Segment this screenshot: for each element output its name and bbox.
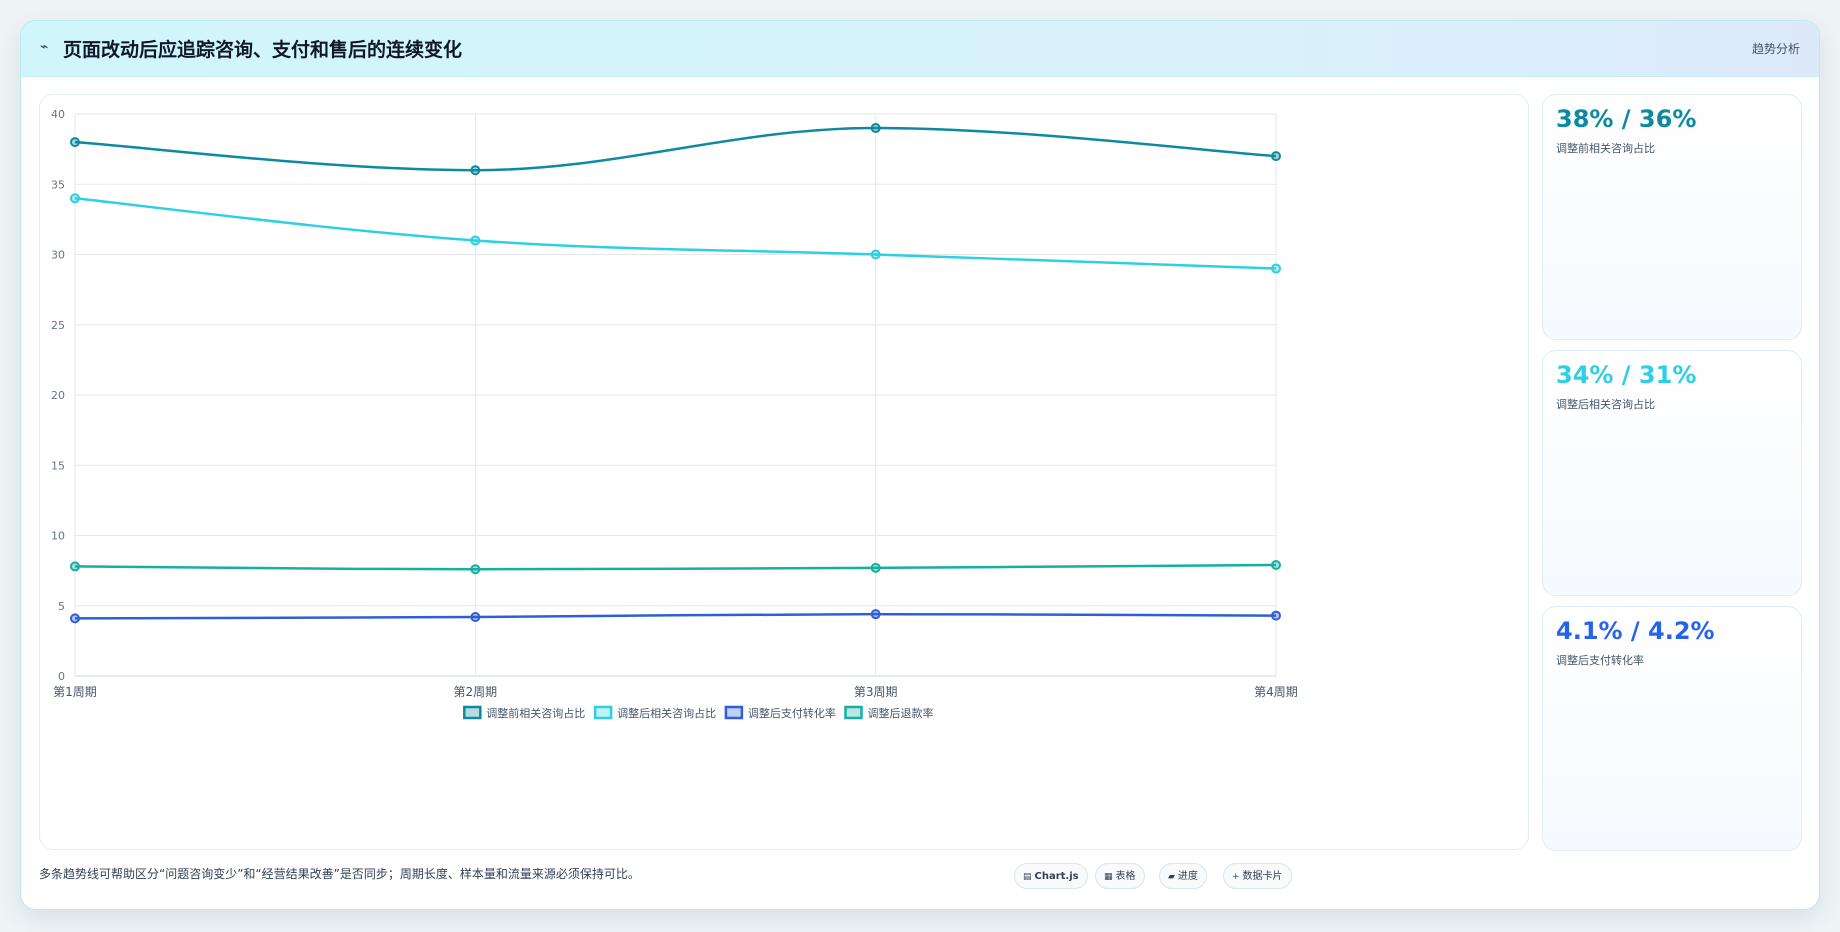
data-point: [70, 561, 80, 572]
data-point: [470, 564, 481, 575]
stat-label-2: 调整后相关咨询占比: [1556, 398, 1655, 411]
pill-label: 数据卡片: [1242, 871, 1283, 882]
pill-label: Chart.js: [1034, 871, 1079, 882]
data-point: [870, 609, 881, 620]
footer-note: 多条趋势线可帮助区分“问题咨询变少”和“经营结果改善”是否同步；周期长度、样本量…: [39, 867, 640, 881]
series-line-4: [74, 563, 1277, 571]
legend-label: 调整前相关咨询占比: [486, 706, 585, 720]
legend-swatch: [463, 705, 482, 720]
stat-card-3: 4.1% / 4.2% 调整后支付转化率: [1542, 606, 1802, 851]
data-point: [870, 249, 881, 260]
y-tick-label: 30: [51, 249, 65, 262]
y-tick-label: 40: [51, 108, 65, 121]
card-title: 页面改动后应追踪咨询、支付和售后的连续变化: [63, 39, 463, 61]
series-line-1: [74, 126, 1277, 172]
data-point: [1271, 560, 1281, 571]
y-tick-label: 5: [58, 600, 65, 613]
legend-swatch: [724, 705, 744, 720]
x-tick-label: 第4周期: [1254, 685, 1298, 699]
stat-label-3: 调整后支付转化率: [1556, 654, 1644, 667]
pill-label: 表格: [1115, 871, 1136, 882]
series-line-3: [74, 612, 1277, 620]
legend-swatch: [844, 705, 863, 720]
stat-value-3: 4.1% / 4.2%: [1556, 617, 1715, 645]
data-point: [1271, 151, 1281, 162]
legend-label: 调整后退款率: [868, 706, 934, 720]
stat-value-2: 34% / 31%: [1556, 361, 1697, 389]
data-point: [470, 165, 481, 176]
chart-icon: ▤: [1023, 872, 1032, 882]
stat-card-1: 38% / 36% 调整前相关咨询占比: [1542, 94, 1802, 340]
legend-item: 调整前相关咨询占比: [463, 705, 585, 720]
y-tick-label: 0: [58, 670, 65, 683]
y-tick-label: 35: [51, 178, 65, 191]
progress-icon: ▰: [1168, 872, 1175, 882]
line-chart: 0 5 10 15 20 25 30 35 40 第1周期 第2周期 第3周期 第4周期 调整前相关咨…: [51, 108, 1298, 720]
table-pill[interactable]: ▦ 表格: [1095, 863, 1145, 889]
chartjs-pill[interactable]: ▤ Chart.js: [1014, 863, 1088, 889]
x-tick-label: 第1周期: [53, 685, 97, 699]
data-point: [70, 137, 80, 148]
pill-label: 进度: [1177, 871, 1198, 882]
data-point: [470, 611, 481, 622]
stat-value-1: 38% / 36%: [1556, 105, 1697, 133]
data-point: [870, 562, 881, 573]
y-tick-label: 20: [51, 389, 65, 402]
legend-swatch: [593, 705, 613, 720]
legend-item: 调整后支付转化率: [724, 705, 836, 720]
trend-line-icon: ⌁: [40, 39, 49, 55]
data-point: [70, 613, 80, 624]
y-tick-label: 10: [51, 530, 65, 543]
data-point: [470, 235, 481, 246]
x-tick-label: 第2周期: [454, 685, 498, 699]
chart-panel: 0 5 10 15 20 25 30 35 40 第1周期 第2周期 第3周期 第4周期 调整前相关咨…: [39, 94, 1529, 850]
data-point: [870, 123, 881, 134]
stat-card-2: 34% / 31% 调整后相关咨询占比: [1542, 350, 1802, 596]
stat-label-1: 调整前相关咨询占比: [1556, 142, 1655, 155]
y-tick-label: 15: [51, 459, 65, 472]
legend-label: 调整后支付转化率: [748, 706, 836, 720]
y-tick-label: 25: [51, 319, 65, 332]
legend-item: 调整后相关咨询占比: [593, 705, 716, 720]
data-card-icon: +: [1232, 872, 1240, 882]
data-point: [70, 193, 80, 204]
series-line-2: [74, 197, 1277, 270]
x-tick-label: 第3周期: [854, 685, 898, 699]
data-point: [1271, 610, 1281, 621]
legend-item: 调整后退款率: [844, 705, 934, 720]
section-tag: 趋势分析: [1751, 42, 1800, 56]
card-header: ⌁ 页面改动后应追踪咨询、支付和售后的连续变化 趋势分析: [21, 21, 1819, 77]
data-point: [1271, 263, 1281, 274]
legend-label: 调整后相关咨询占比: [617, 706, 716, 720]
data-card-pill[interactable]: + 数据卡片: [1223, 863, 1292, 889]
table-icon: ▦: [1104, 872, 1113, 882]
progress-pill[interactable]: ▰ 进度: [1159, 863, 1207, 889]
trend-card: ⌁ 页面改动后应追踪咨询、支付和售后的连续变化 趋势分析 0 5 10 15 20 25 3…: [20, 20, 1820, 910]
